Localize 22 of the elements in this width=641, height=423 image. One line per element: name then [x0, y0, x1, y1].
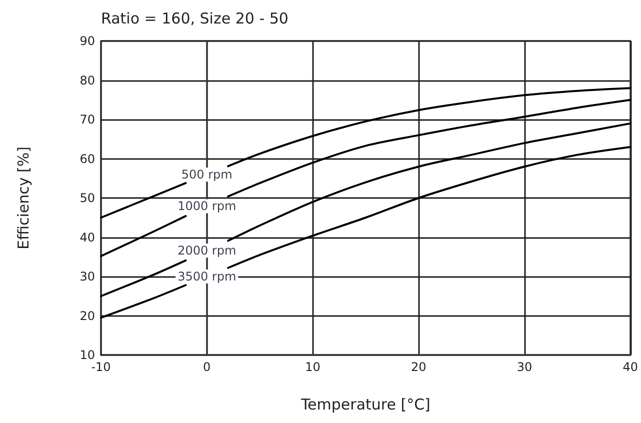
x-tick-label: 10 [305, 360, 320, 374]
series-label: 3500 rpm [178, 270, 236, 284]
x-tick-label: -10 [91, 360, 111, 374]
chart-title: Ratio = 160, Size 20 - 50 [101, 10, 288, 28]
y-axis-title: Efficiency [%] [14, 146, 32, 250]
x-tick-label: 30 [516, 360, 532, 374]
y-tick-label: 70 [80, 112, 95, 126]
y-tick-label: 40 [80, 230, 95, 244]
series-label: 500 rpm [181, 168, 232, 182]
y-tick-label: 80 [80, 73, 95, 88]
y-tick-label: 20 [80, 308, 95, 323]
x-axis-title: Temperature [°C] [300, 396, 430, 414]
series-label: 1000 rpm [178, 199, 236, 214]
x-tick-label: 0 [203, 360, 211, 374]
x-tick-label: 40 [622, 360, 638, 374]
x-tick-label: 20 [410, 360, 426, 374]
y-tick-label: 30 [80, 270, 95, 284]
y-tick-label: 50 [80, 191, 95, 205]
y-tick-label: 10 [80, 348, 95, 362]
y-tick-label: 90 [80, 34, 95, 48]
series-label: 2000 rpm [178, 244, 236, 258]
y-tick-label: 60 [80, 152, 95, 166]
